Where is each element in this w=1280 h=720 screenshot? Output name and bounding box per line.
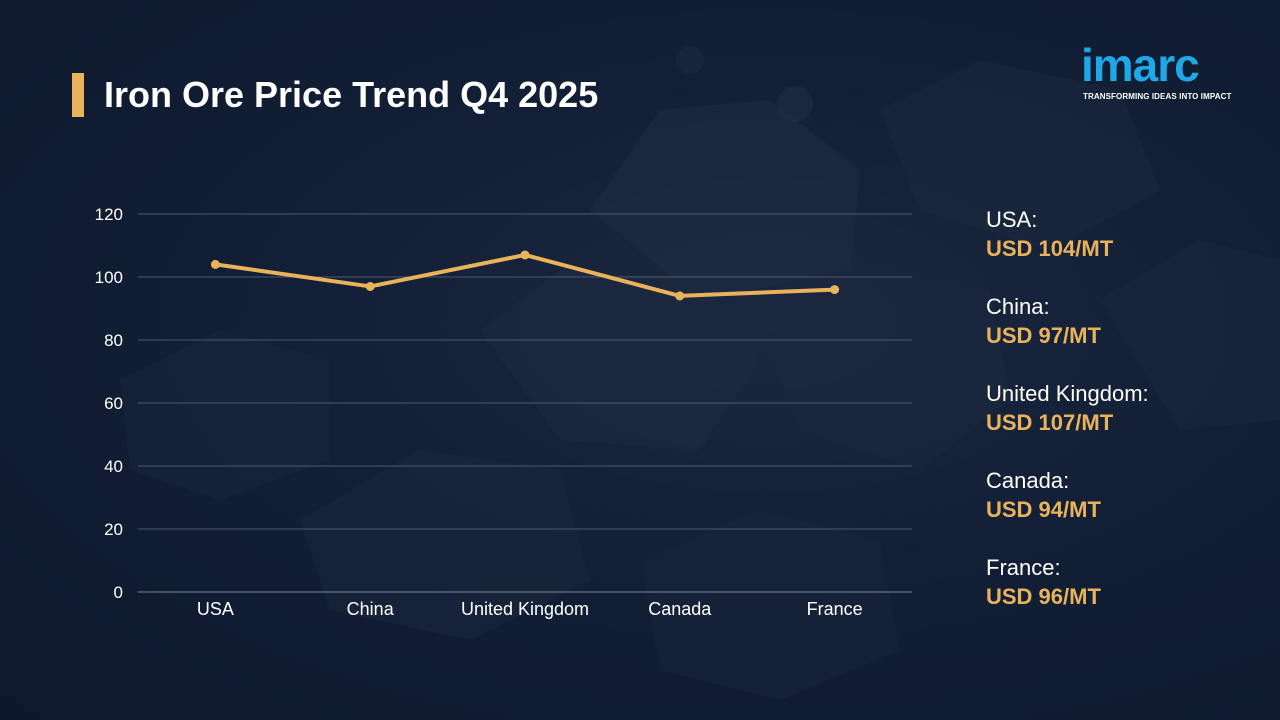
data-point xyxy=(520,250,530,260)
y-tick-label: 60 xyxy=(104,394,123,413)
legend-country-label: USA: xyxy=(986,207,1038,232)
data-point xyxy=(675,291,685,301)
x-tick-label: France xyxy=(807,599,863,619)
legend-price-value: USD 94/MT xyxy=(986,497,1101,522)
legend-item: China: USD 97/MT xyxy=(986,293,1256,380)
y-tick-label: 120 xyxy=(95,205,123,224)
data-point xyxy=(365,281,375,291)
x-tick-label: United Kingdom xyxy=(461,599,589,619)
imarc-logo: imarc TRANSFORMING IDEAS INTO IMPACT xyxy=(1081,32,1246,104)
y-tick-label: 0 xyxy=(114,583,123,602)
legend-country-label: France: xyxy=(986,555,1061,580)
price-legend: USA: USD 104/MT China: USD 97/MT United King… xyxy=(986,206,1256,641)
logo-wordmark: imarc xyxy=(1081,39,1200,91)
page-title: Iron Ore Price Trend Q4 2025 xyxy=(104,74,599,115)
legend-item: United Kingdom: USD 107/MT xyxy=(986,380,1256,467)
legend-item: USA: USD 104/MT xyxy=(986,206,1256,293)
data-point xyxy=(830,285,840,295)
legend-country-label: United Kingdom: xyxy=(986,381,1149,406)
x-tick-label: USA xyxy=(197,599,234,619)
y-tick-label: 40 xyxy=(104,457,123,476)
legend-item: Canada: USD 94/MT xyxy=(986,467,1256,554)
data-point xyxy=(210,259,220,269)
legend-country-label: Canada: xyxy=(986,468,1070,493)
legend-country-label: China: xyxy=(986,294,1050,319)
legend-price-value: USD 96/MT xyxy=(986,584,1101,609)
legend-price-value: USD 104/MT xyxy=(986,236,1114,261)
legend-price-value: USD 97/MT xyxy=(986,323,1101,348)
logo-tagline: TRANSFORMING IDEAS INTO IMPACT xyxy=(1083,92,1232,101)
y-tick-label: 100 xyxy=(95,268,123,287)
series-line xyxy=(213,252,837,298)
x-tick-label: Canada xyxy=(648,599,712,619)
title-accent-bar xyxy=(72,73,84,117)
x-tick-label: China xyxy=(347,599,395,619)
legend-item: France: USD 96/MT xyxy=(986,554,1256,641)
line-chart: 0 20 40 60 80 100 120 USA China United Kingdom Can… xyxy=(95,205,912,619)
legend-price-value: USD 107/MT xyxy=(986,410,1114,435)
y-tick-label: 80 xyxy=(104,331,123,350)
y-tick-label: 20 xyxy=(104,520,123,539)
